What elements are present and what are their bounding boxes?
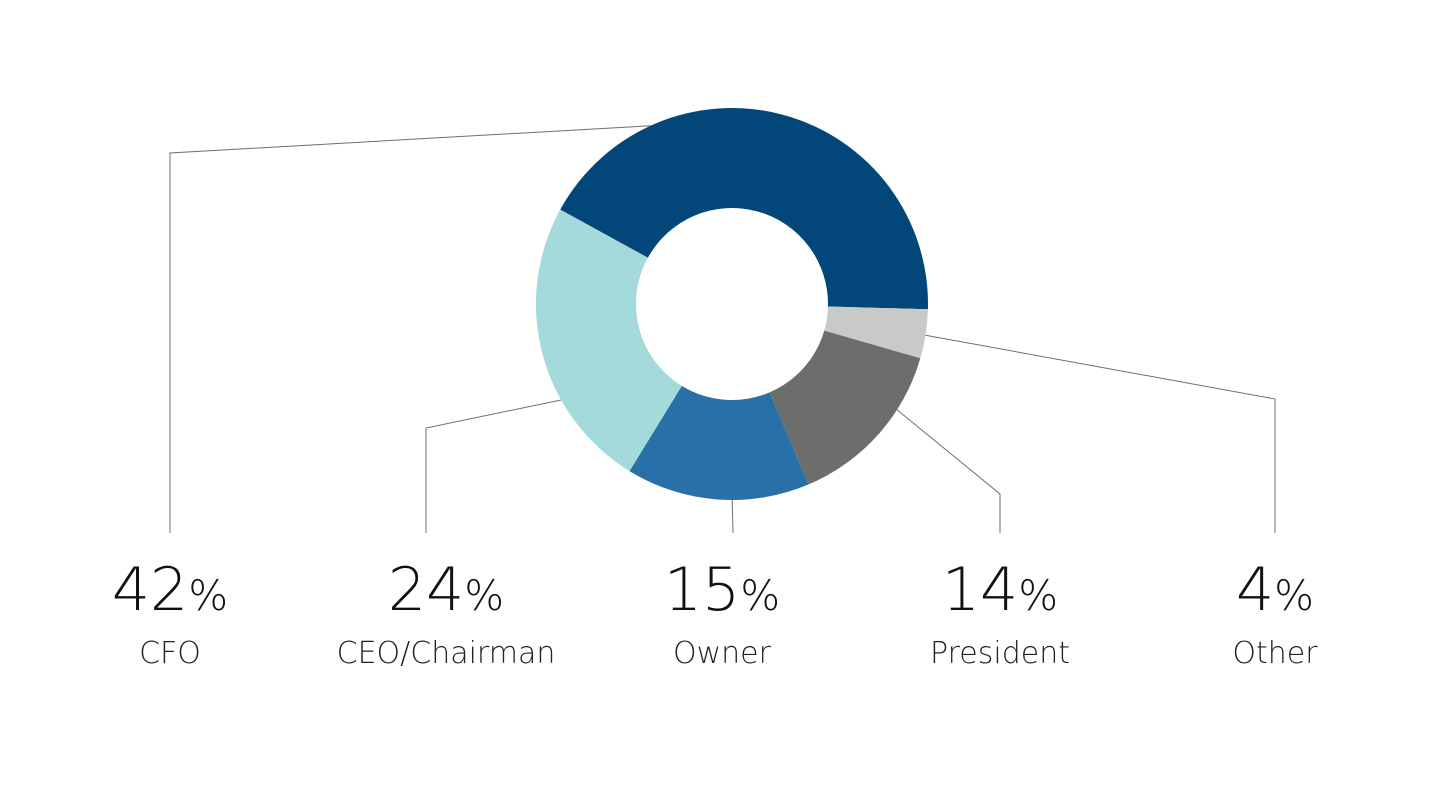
slice-cfo — [560, 108, 928, 310]
category-label-cfo: CFO — [139, 636, 201, 671]
slice-ceo-chairman — [536, 209, 682, 472]
donut-slices — [536, 108, 928, 501]
category-label-owner: Owner — [673, 636, 772, 671]
value-label-cfo: 42% — [112, 555, 228, 625]
value-label-other: 4% — [1236, 555, 1314, 625]
slice-other — [824, 306, 928, 359]
leader-line-cfo — [169, 125, 651, 533]
value-label-owner: 15% — [664, 555, 780, 625]
leader-line-ceo-chairman — [425, 399, 562, 533]
leader-line-owner — [731, 499, 734, 534]
category-label-president: President — [930, 636, 1070, 671]
value-label-president: 14% — [942, 555, 1058, 625]
category-label-other: Other — [1232, 636, 1318, 671]
leader-lines — [169, 125, 1276, 534]
category-label-ceo-chairman: CEO/Chairman — [337, 636, 556, 671]
slice-owner — [629, 385, 809, 501]
slice-labels: 42% CFO 4% Other 14% President 15% Owner 24% CEO/… — [112, 555, 1318, 671]
slice-president — [769, 330, 921, 485]
value-label-ceo-chairman: 24% — [388, 555, 504, 625]
leader-line-president — [896, 409, 1001, 533]
leader-line-other — [925, 334, 1276, 533]
